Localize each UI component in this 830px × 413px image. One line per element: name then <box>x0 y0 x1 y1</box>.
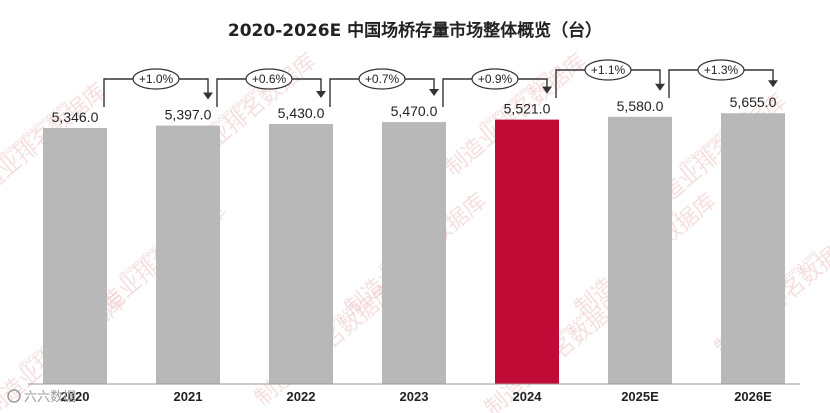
x-tick-2023: 2023 <box>400 389 429 404</box>
value-label-2022: 5,430.0 <box>278 105 325 121</box>
growth-annotation-2022: +0.6% <box>216 68 326 107</box>
arrow-down-icon <box>316 90 326 98</box>
bar-2022 <box>269 123 333 385</box>
arrow-down-icon <box>542 86 552 94</box>
bar-2026E <box>721 113 785 385</box>
chart-title: 2020-2026E 中国场桥存量市场整体概览（台） <box>228 20 602 41</box>
x-tick-2020: 2020 <box>61 389 90 404</box>
bar-2020 <box>43 128 107 384</box>
growth-oval <box>471 68 519 90</box>
growth-oval <box>584 59 632 81</box>
growth-annotation-2025E: +1.1% <box>555 59 665 98</box>
value-label-2020: 5,346.0 <box>52 109 99 125</box>
brand-mark: 六六数据 <box>7 389 76 405</box>
brand-icon <box>7 389 21 403</box>
x-tick-2026E: 2026E <box>734 389 772 404</box>
brand-text: 六六数据 <box>24 390 76 405</box>
value-label-2021: 5,397.0 <box>165 107 212 123</box>
growth-annotation-2023: +0.7% <box>329 68 439 107</box>
growth-label: +0.7% <box>365 72 400 86</box>
bar-2025E <box>608 116 672 384</box>
arrow-down-icon <box>655 83 665 91</box>
x-tick-2025E: 2025E <box>621 389 659 404</box>
arrow-down-icon <box>768 80 778 88</box>
x-tick-2021: 2021 <box>174 389 203 404</box>
value-label-2024: 5,521.0 <box>504 101 551 117</box>
growth-annotation-2024: +0.9% <box>442 68 552 107</box>
growth-label: +1.3% <box>704 63 739 77</box>
growth-label: +0.9% <box>478 72 513 86</box>
bar-2023 <box>382 122 446 384</box>
x-tick-labels-group: 2020 2021 2022 2023 2024 2025E 2026E <box>61 389 773 404</box>
x-tick-2022: 2022 <box>287 389 316 404</box>
arrow-down-icon <box>203 92 213 100</box>
value-label-2025E: 5,580.0 <box>617 98 664 114</box>
growth-oval <box>245 68 293 90</box>
growth-oval <box>697 59 745 81</box>
growth-oval <box>132 68 180 90</box>
bars-group <box>43 113 785 385</box>
value-labels-group: 5,346.0 5,397.0 5,430.0 5,470.0 5,521.0 5,580… <box>52 94 777 125</box>
value-label-2026E: 5,655.0 <box>730 94 777 110</box>
growth-label: +1.0% <box>139 72 174 86</box>
growth-annotation-2026E: +1.3% <box>668 59 778 98</box>
bar-2021 <box>156 125 220 384</box>
growth-annotation-2021: +1.0% <box>103 68 213 107</box>
bar-2024 <box>495 119 559 384</box>
x-tick-2024: 2024 <box>513 389 543 404</box>
arrow-down-icon <box>429 89 439 97</box>
growth-label: +1.1% <box>591 63 626 77</box>
growth-label: +0.6% <box>252 72 287 86</box>
value-label-2023: 5,470.0 <box>391 103 438 119</box>
growth-annotations-group: +1.0% +0.6% +0.7% +0.9% +1.1% +1.3% <box>103 59 778 107</box>
growth-oval <box>358 68 406 90</box>
